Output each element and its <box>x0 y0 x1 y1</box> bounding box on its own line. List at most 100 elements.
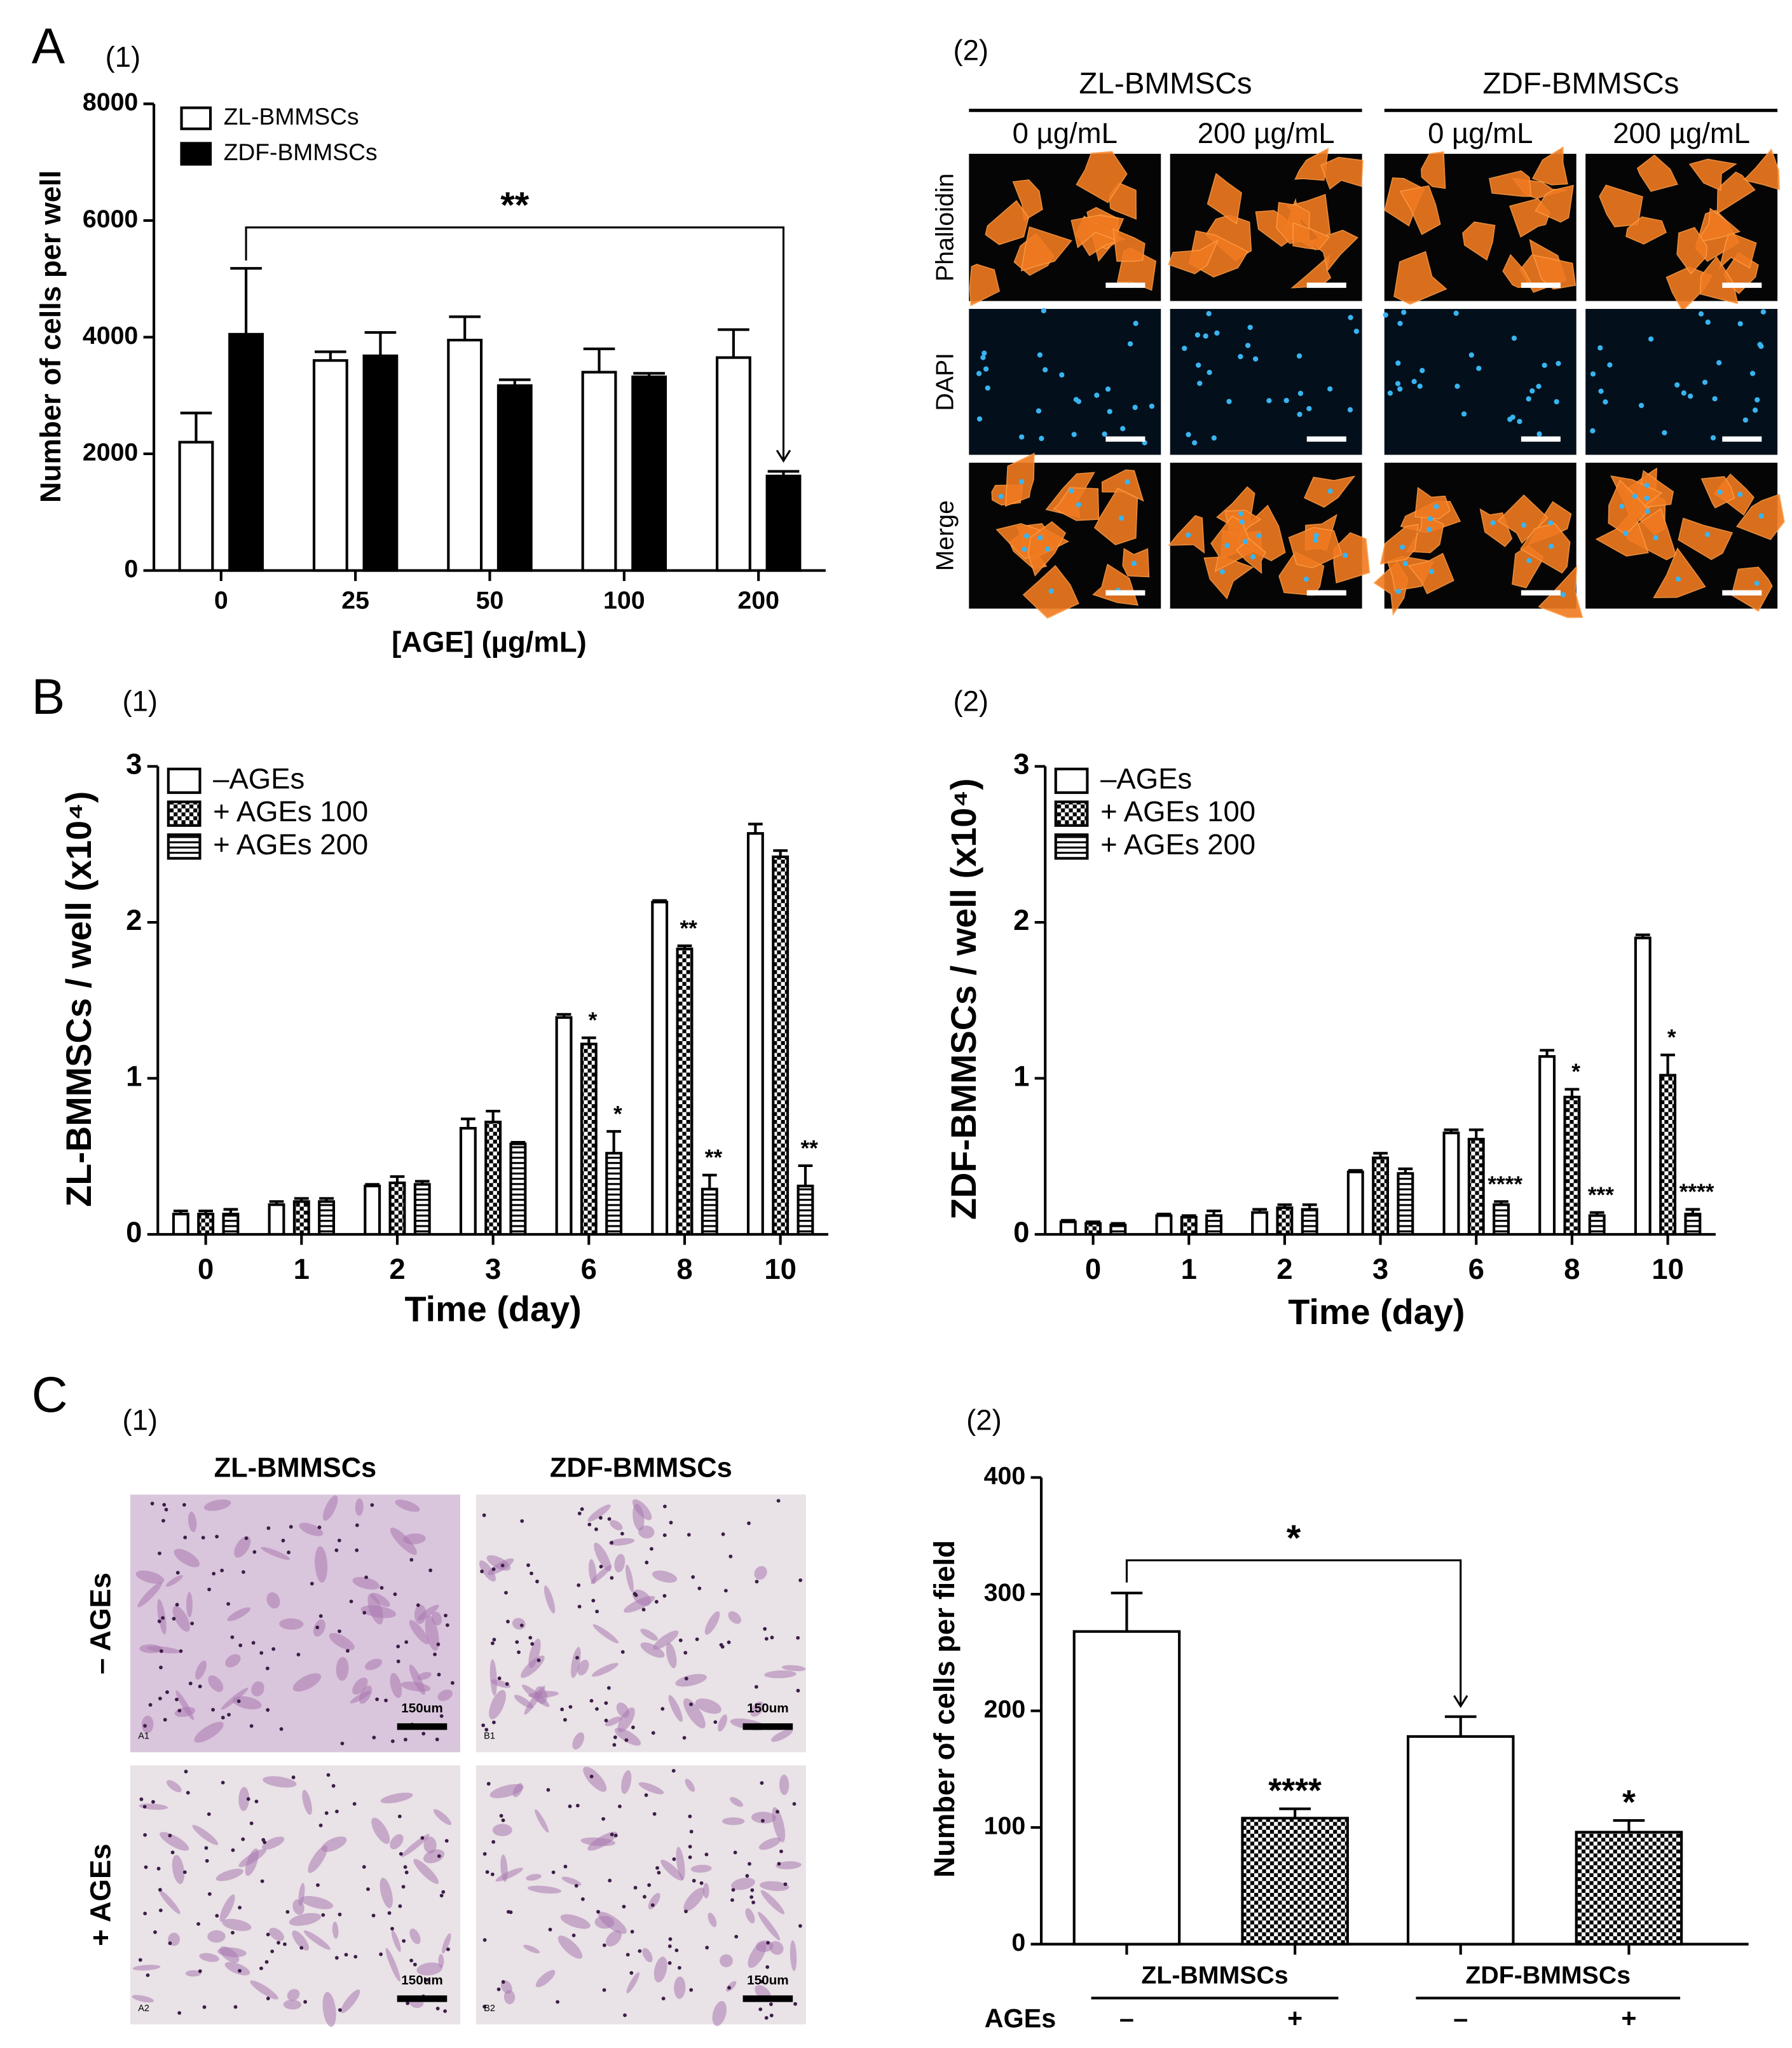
stained-nucleus <box>683 1651 688 1655</box>
stained-nucleus <box>485 1870 489 1874</box>
stained-cell <box>592 1624 619 1644</box>
stained-nucleus <box>779 1849 783 1853</box>
stained-cell <box>380 1878 393 1908</box>
stained-cell <box>544 1585 556 1614</box>
cell-body <box>1393 250 1447 305</box>
stained-cell <box>503 1990 516 2005</box>
stained-nucleus <box>190 1621 195 1625</box>
bar <box>1406 1735 1515 1946</box>
stained-nucleus <box>163 1717 167 1722</box>
stained-cell <box>535 1686 547 1704</box>
stained-nucleus <box>733 1850 737 1855</box>
cell-body <box>1399 185 1441 235</box>
nucleus <box>985 385 990 391</box>
cell-body <box>1076 151 1128 203</box>
stained-cell <box>336 1656 349 1681</box>
stained-nucleus <box>504 1590 508 1595</box>
stained-nucleus <box>604 1718 608 1723</box>
stained-nucleus <box>661 1997 666 2001</box>
error-bar <box>173 1210 188 1214</box>
y-tick-label: 3 <box>1013 748 1029 781</box>
stained-cell <box>653 1956 667 1983</box>
stained-nucleus <box>747 1521 751 1526</box>
stained-cell <box>313 1619 325 1637</box>
y-axis-title: ZDF-BMMSCs / well (x10⁴) <box>943 778 983 1220</box>
error-bar <box>1111 1222 1126 1225</box>
nucleus <box>1313 533 1319 538</box>
stained-nucleus <box>769 2013 774 2017</box>
bracket-arrow <box>776 449 791 463</box>
x-axis-title: [AGE] (µg/mL) <box>392 625 587 658</box>
stained-nucleus <box>321 1913 325 1917</box>
cell-body <box>1742 148 1780 191</box>
stained-cell <box>292 1673 322 1692</box>
stained-cell <box>489 1659 497 1696</box>
stained-cell <box>745 1908 755 1923</box>
cell-body <box>1520 522 1571 574</box>
nucleus <box>1219 569 1225 575</box>
significance: * <box>589 1008 598 1033</box>
stained-nucleus <box>530 1642 535 1646</box>
legend-label: –AGEs <box>1100 762 1192 795</box>
stained-nucleus <box>657 1871 661 1875</box>
stained-nucleus <box>138 1958 142 1962</box>
stained-nucleus <box>444 1839 449 1843</box>
nucleus <box>1674 382 1680 388</box>
stained-nucleus <box>492 1720 496 1724</box>
stained-cell <box>261 1546 291 1560</box>
stained-nucleus <box>279 1727 284 1731</box>
stained-nucleus <box>630 1930 634 1934</box>
x-axis-title: Time (day) <box>1288 1292 1465 1332</box>
stained-nucleus <box>144 1865 148 1869</box>
stained-cell <box>174 1548 200 1567</box>
nucleus <box>1224 543 1230 549</box>
x-tick-label: 200 <box>737 587 779 615</box>
scale-bar <box>1521 590 1561 596</box>
nucleus <box>1645 509 1650 514</box>
legend-swatch <box>180 142 212 166</box>
stained-nucleus <box>164 1508 168 1512</box>
stained-nucleus <box>406 2001 410 2005</box>
stained-nucleus <box>220 1568 224 1573</box>
nucleus <box>1590 371 1596 377</box>
nucleus <box>1132 404 1138 411</box>
stained-nucleus <box>526 1563 530 1567</box>
stained-cell <box>572 1732 585 1750</box>
bar <box>765 474 802 572</box>
x-tick-label: 10 <box>1652 1253 1684 1285</box>
stained-nucleus <box>480 1569 484 1574</box>
stained-nucleus <box>249 1821 254 1826</box>
stained-nucleus <box>404 1737 407 1742</box>
stained-nucleus <box>198 1684 202 1689</box>
x-tick-label: 8 <box>676 1253 692 1285</box>
bar <box>1180 1215 1198 1236</box>
nucleus <box>1453 310 1459 316</box>
error-bar <box>606 1130 621 1154</box>
stained-nucleus <box>425 1977 429 1982</box>
micrograph <box>969 453 1161 619</box>
stained-nucleus <box>622 1904 626 1909</box>
nucleus <box>1548 543 1554 549</box>
stained-nucleus <box>528 1635 533 1640</box>
stained-cell <box>437 1689 453 1702</box>
x-tick-label: 1 <box>1181 1253 1197 1285</box>
error-bar <box>773 849 788 857</box>
scale-bar <box>1722 282 1762 288</box>
stained-nucleus <box>446 1623 449 1627</box>
error-bar <box>1279 1807 1311 1819</box>
stained-nucleus <box>678 1638 683 1642</box>
error-bar <box>583 347 615 372</box>
histology-bg <box>475 1765 806 2024</box>
stained-nucleus <box>353 1955 358 1959</box>
stained-nucleus <box>310 1581 314 1586</box>
nucleus <box>1754 397 1760 403</box>
stained-nucleus <box>577 1583 581 1587</box>
micrograph-bg <box>1585 308 1778 455</box>
stained-nucleus <box>704 1852 709 1857</box>
stained-nucleus <box>519 1623 524 1628</box>
nucleus <box>1247 324 1253 331</box>
nucleus <box>1242 538 1248 545</box>
nucleus <box>1191 440 1198 446</box>
stained-nucleus <box>231 1930 235 1935</box>
stained-nucleus <box>697 1587 702 1590</box>
